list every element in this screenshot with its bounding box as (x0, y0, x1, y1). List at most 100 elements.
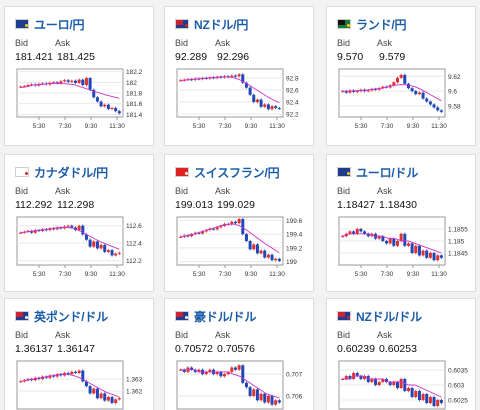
x-tick-label: 5:30 (33, 123, 46, 130)
rate-card[interactable]: ユーロ/ドル Bid Ask 1.18427 1.18430 1.1855 1.185 1.1… (326, 154, 476, 292)
price-chart[interactable]: 1.1855 1.185 1.1845 5:30 7:30 9:30 11:30 (335, 213, 471, 283)
moving-average-line (180, 223, 280, 254)
y-tick-label: 92.6 (286, 88, 299, 95)
candle-body (106, 250, 110, 252)
candle-body (277, 108, 281, 109)
currency-pair-link[interactable]: ランド/円 (356, 17, 407, 32)
price-chart[interactable]: 0.707 0.706 (173, 357, 309, 410)
candle-body (385, 379, 389, 382)
candle-body (414, 245, 418, 253)
price-chart[interactable]: 92.8 92.6 92.4 92.2 5:30 7:30 9:30 11:30 (173, 65, 309, 135)
x-tick-label: 9:30 (245, 123, 258, 130)
price-chart[interactable]: 1.363 1.362 (13, 357, 149, 410)
quote-labels: Bid Ask (175, 330, 313, 341)
y-tick-label: 9.62 (448, 74, 461, 81)
candle-body (73, 80, 77, 83)
ask-value: 0.70576 (217, 343, 255, 355)
price-chart[interactable]: 9.62 9.6 9.58 5:30 7:30 9:30 11:30 (335, 65, 471, 135)
candle-body (366, 90, 370, 92)
country-flag-icon (175, 167, 189, 177)
quote-labels: Bid Ask (337, 38, 475, 49)
candle-body (52, 82, 56, 84)
currency-pair-link[interactable]: 英ポンド/ドル (34, 309, 108, 324)
ask-value: 92.296 (217, 51, 250, 63)
quote-labels: Bid Ask (15, 38, 153, 49)
currency-pair-link[interactable]: NZドル/ドル (356, 309, 422, 324)
ask-label: Ask (215, 38, 231, 48)
rate-card[interactable]: ユーロ/円 Bid Ask 181.421 181.425 182.2 182 181.8 18… (4, 6, 154, 146)
candle-body (59, 81, 63, 84)
y-tick-label: 1.1845 (448, 251, 468, 258)
candle-body (270, 254, 274, 261)
rate-card[interactable]: 豪ドル/ドル Bid Ask 0.70572 0.70576 0.707 0.706 (164, 298, 314, 410)
candle-body (92, 89, 96, 98)
candle-body (204, 230, 208, 232)
quote-values: 92.289 92.296 (175, 51, 313, 64)
currency-pair-link[interactable]: スイスフラン/円 (194, 165, 280, 180)
moving-average-line (20, 227, 120, 250)
x-tick-label: 7:30 (219, 271, 232, 278)
price-chart[interactable]: 182.2 182 181.8 181.6 181.4 5:30 7:30 9:30 11:30 (13, 65, 149, 135)
rate-card[interactable]: 英ポンド/ドル Bid Ask 1.36137 1.36147 1.363 1.362 (4, 298, 154, 410)
country-flag-icon (15, 19, 29, 29)
candle-body (270, 395, 274, 405)
candle-body (244, 82, 248, 88)
bid-label: Bid (337, 186, 351, 196)
candle-body (106, 397, 110, 401)
bid-value: 1.18427 (337, 199, 375, 211)
candle-body (201, 231, 205, 234)
candle-body (399, 379, 403, 388)
rate-card[interactable]: NZドル/ドル Bid Ask 0.60239 0.60253 0.6035 0.603 0.… (326, 298, 476, 410)
candle-body (274, 400, 278, 405)
price-chart[interactable]: 199.6 199.4 199.2 199 5:30 7:30 9:30 11:30 (173, 213, 309, 283)
candle-body (266, 104, 270, 110)
candle-body (428, 397, 432, 403)
candle-body (270, 106, 274, 110)
candle-body (52, 228, 56, 230)
y-tick-label: 182 (126, 80, 137, 87)
rate-card[interactable]: スイスフラン/円 Bid Ask 199.013 199.029 199.6 199.4 19… (164, 154, 314, 292)
candle-body (19, 232, 23, 234)
candle-body (193, 369, 197, 372)
ask-label: Ask (377, 38, 393, 48)
ask-label: Ask (377, 186, 393, 196)
country-flag-icon (15, 311, 29, 321)
rate-card[interactable]: NZドル/円 Bid Ask 92.289 92.296 92.8 92.6 92.4 92.2… (164, 6, 314, 146)
y-tick-label: 1.1855 (448, 227, 468, 234)
bid-value: 9.570 (337, 51, 364, 63)
card-header: ユーロ/円 (15, 17, 153, 32)
quote-labels: Bid Ask (15, 186, 153, 197)
currency-pair-link[interactable]: NZドル/円 (194, 17, 249, 32)
ask-label: Ask (55, 38, 71, 48)
x-tick-label: 9:30 (85, 123, 98, 130)
price-chart[interactable]: 0.6035 0.603 0.6025 (335, 357, 471, 410)
candle-body (81, 79, 85, 85)
card-header: ユーロ/ドル (337, 165, 475, 180)
card-header: カナダドル/円 (15, 165, 153, 180)
y-tick-label: 112.6 (126, 223, 142, 230)
bid-value: 0.60239 (337, 343, 375, 355)
x-tick-label: 11:30 (109, 271, 125, 278)
candle-body (55, 227, 59, 230)
x-tick-label: 5:30 (193, 123, 206, 130)
moving-average-line (342, 84, 442, 102)
candle-body (359, 229, 363, 232)
candle-body (114, 253, 118, 256)
quote-values: 181.421 181.425 (15, 51, 153, 64)
candle-body (355, 91, 359, 93)
bid-value: 1.36137 (15, 343, 53, 355)
currency-pair-link[interactable]: ユーロ/円 (34, 17, 85, 32)
candle-body (410, 243, 414, 253)
candle-body (392, 82, 396, 86)
bid-label: Bid (337, 330, 351, 340)
currency-pair-link[interactable]: カナダドル/円 (34, 165, 108, 180)
moving-average-line (180, 76, 280, 104)
rate-card[interactable]: ランド/円 Bid Ask 9.570 9.579 9.62 9.6 9.58 5:30 7:30… (326, 6, 476, 146)
candle-body (95, 388, 99, 399)
currency-pair-link[interactable]: 豪ドル/ドル (194, 309, 257, 324)
rate-card[interactable]: カナダドル/円 Bid Ask 112.292 112.298 112.6 112.4 112… (4, 154, 154, 292)
candle-body (392, 382, 396, 385)
candle-body (248, 387, 252, 396)
currency-pair-link[interactable]: ユーロ/ドル (356, 165, 419, 180)
price-chart[interactable]: 112.6 112.4 112.2 5:30 7:30 9:30 11:30 (13, 213, 149, 283)
